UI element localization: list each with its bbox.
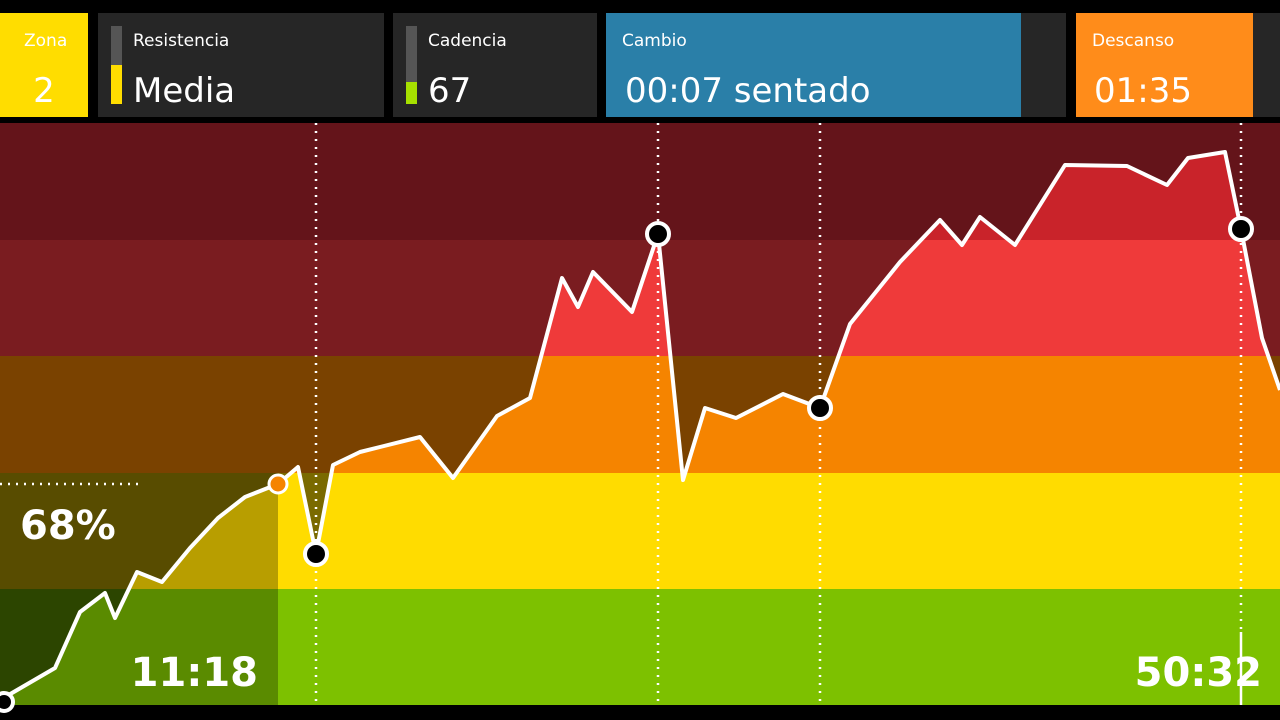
zone-fill bbox=[0, 589, 1280, 705]
segment-markers bbox=[0, 123, 1243, 705]
effort-percent: 68% bbox=[20, 503, 116, 549]
effort-line bbox=[0, 150, 1280, 702]
resistance-tile bbox=[98, 13, 384, 117]
tile-label: Resistencia bbox=[133, 31, 229, 51]
tile-label: Cambio bbox=[622, 31, 687, 51]
tile-label: Cadencia bbox=[428, 31, 507, 51]
header: Zona 2 Resistencia Media Cadencia 67 Cam… bbox=[0, 13, 1280, 117]
segment-point bbox=[303, 541, 329, 567]
cadence-tile bbox=[393, 13, 597, 117]
level-fill bbox=[111, 65, 122, 104]
level-fill bbox=[406, 82, 417, 104]
tile-value: 00:07 sentado bbox=[625, 71, 871, 111]
zone-chart: 68% 11:18 50:32 bbox=[0, 123, 1280, 713]
rest-tile bbox=[1076, 13, 1253, 117]
tile-value: 2 bbox=[33, 71, 55, 111]
elapsed-time: 11:18 bbox=[131, 650, 258, 696]
zone-tile bbox=[0, 13, 88, 117]
level-track bbox=[406, 26, 417, 104]
segment-point bbox=[645, 221, 671, 247]
elapsed-overlay bbox=[0, 473, 278, 705]
segment-point bbox=[0, 691, 15, 713]
tile-label: Zona bbox=[24, 31, 67, 51]
total-time: 50:32 bbox=[1135, 650, 1262, 696]
tile-value: Media bbox=[133, 71, 235, 111]
change-tile bbox=[606, 13, 1021, 117]
tile-label: Descanso bbox=[1092, 31, 1174, 51]
segment-point bbox=[1228, 216, 1254, 242]
segment-point bbox=[807, 395, 833, 421]
current-marker bbox=[267, 473, 289, 495]
tile-value: 67 bbox=[428, 71, 471, 111]
tile-value: 01:35 bbox=[1094, 71, 1192, 111]
